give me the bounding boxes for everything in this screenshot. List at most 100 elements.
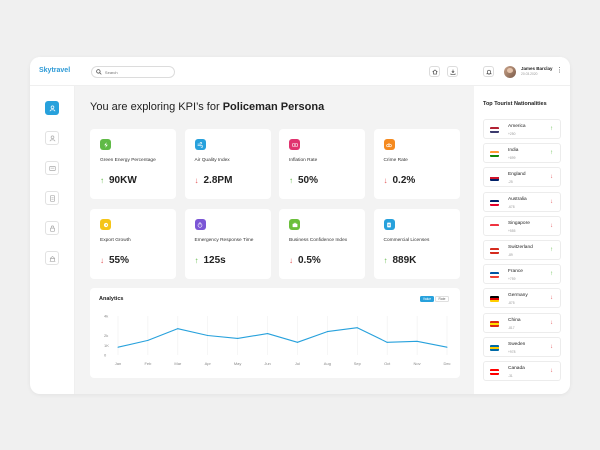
- more-options-icon[interactable]: ⋮: [556, 67, 563, 74]
- trend-down-icon: ↓: [550, 319, 553, 326]
- nationality-item[interactable]: Switzerland -89 ↑: [483, 240, 561, 260]
- kpi-value: 125s: [203, 255, 226, 266]
- kpi-value: 0.2%: [392, 175, 416, 186]
- data-point: [147, 339, 149, 341]
- x-tick-label: Mar: [174, 361, 182, 366]
- kpi-icon-wrap: [100, 219, 111, 230]
- trend-down-icon: ↓: [550, 295, 553, 302]
- user-name: James Barclay: [521, 66, 553, 71]
- nationality-item[interactable]: Sweden +978 ↓: [483, 336, 561, 357]
- page-title-prefix: You are exploring KPI’s for: [90, 101, 220, 113]
- flag-icon: [490, 248, 499, 254]
- data-point: [267, 333, 269, 335]
- nationality-item[interactable]: India +899 ↑: [483, 143, 561, 164]
- kpi-value-row: ↑ 90KW: [100, 175, 137, 186]
- sidebar-item-cards[interactable]: [45, 161, 59, 175]
- x-tick-label: Jun: [264, 361, 270, 366]
- data-point: [117, 346, 119, 348]
- nationality-item[interactable]: Canada -31 ↓: [483, 361, 561, 381]
- trend-down-icon: ↓: [194, 176, 199, 185]
- kpi-value: 50%: [298, 175, 319, 186]
- kpi-card[interactable]: Business Confidence Index ↓ 0.5%: [279, 209, 365, 279]
- flag-icon: [490, 127, 499, 133]
- avatar[interactable]: [504, 66, 516, 78]
- flag-icon: [490, 199, 499, 206]
- kpi-label: Commercial Licenses: [383, 238, 430, 243]
- sidebar-item-reports[interactable]: [45, 191, 59, 205]
- flag-icon: [490, 175, 499, 182]
- series-line: [117, 327, 448, 348]
- x-tick-label: Jul: [295, 361, 300, 366]
- data-point: [177, 328, 179, 330]
- export-icon: [103, 222, 108, 227]
- nationality-item[interactable]: Singapore +555 ↓: [483, 215, 561, 236]
- nationality-item[interactable]: America +250 ↑: [483, 119, 561, 139]
- home-button[interactable]: [429, 66, 440, 77]
- nationality-item[interactable]: England -25 ↓: [483, 167, 561, 188]
- kpi-value-row: ↓ 2.8PM: [195, 175, 233, 186]
- data-point: [416, 340, 418, 342]
- kpi-card[interactable]: Crime Rate ↓ 0.2%: [373, 129, 460, 199]
- data-point: [356, 327, 358, 329]
- kpi-label: Green Energy Percentage: [100, 158, 156, 163]
- kpi-label: Inflation Rate: [289, 158, 318, 163]
- trend-down-icon: ↓: [550, 343, 553, 350]
- trend-down-icon: ↓: [550, 198, 553, 205]
- trend-up-icon: ↑: [550, 271, 553, 278]
- kpi-card[interactable]: Emergency Response Time ↑ 125s: [184, 209, 271, 279]
- nationality-item[interactable]: Germany -875 ↓: [483, 288, 561, 309]
- sidebar: [30, 86, 75, 394]
- data-point: [326, 331, 328, 333]
- trend-up-icon: ↑: [550, 247, 553, 253]
- kpi-value: 90KW: [109, 175, 137, 186]
- kpi-label: Emergency Response Time: [194, 238, 254, 243]
- kpi-card[interactable]: Inflation Rate ↑ 50%: [279, 129, 365, 199]
- sidebar-item-security[interactable]: [45, 221, 59, 235]
- nationality-value: +899: [508, 156, 516, 161]
- nationality-item[interactable]: France +759 ↑: [483, 264, 561, 285]
- nationality-item[interactable]: Australia -678 ↓: [483, 191, 561, 212]
- x-tick-label: Nov: [414, 361, 421, 366]
- kpi-value: 0.5%: [298, 255, 321, 266]
- app-window: Skytravel James Barclay 20.03.2020 ⋮: [30, 57, 570, 394]
- download-button[interactable]: [447, 66, 458, 77]
- nationality-item[interactable]: China -817 ↓: [483, 312, 561, 333]
- kpi-label: Export Growth: [100, 238, 131, 243]
- sidebar-item-buildings[interactable]: [45, 251, 59, 265]
- kpi-icon-wrap: [194, 219, 206, 230]
- kpi-card[interactable]: Commercial Licenses ↑ 889K: [373, 209, 460, 279]
- sidebar-item-persona[interactable]: [45, 101, 59, 115]
- user-date: 20.03.2020: [521, 72, 538, 76]
- trend-down-icon: ↓: [550, 174, 553, 181]
- search-icon: [96, 69, 102, 75]
- data-point: [296, 341, 298, 343]
- trend-up-icon: ↑: [289, 176, 293, 185]
- bolt-icon: [103, 141, 108, 148]
- nationality-name: India: [508, 148, 519, 154]
- data-point: [386, 341, 388, 343]
- kpi-value-row: ↑ 50%: [289, 175, 318, 186]
- kpi-icon-wrap: [194, 139, 206, 150]
- kpi-card[interactable]: Export Growth ↓ 55%: [90, 209, 176, 279]
- analytics-card: Analytics Value Rate Jan Feb Mar Apr May Jun J…: [90, 288, 460, 378]
- nationality-name: France: [508, 269, 523, 275]
- sidebar-item-profile[interactable]: [45, 131, 59, 145]
- app-logo[interactable]: Skytravel: [39, 67, 71, 74]
- value-toggle[interactable]: Value: [420, 296, 434, 302]
- kpi-value-row: ↑ 889K: [384, 255, 417, 266]
- y-tick-label: 4k: [104, 314, 108, 319]
- nationalities-title: Top Tourist Nationalities: [483, 101, 547, 107]
- kpi-card[interactable]: Green Energy Percentage ↑ 90KW: [90, 129, 176, 199]
- search-input[interactable]: [104, 69, 174, 75]
- building-icon: [49, 255, 55, 262]
- analytics-title: Analytics: [99, 296, 124, 302]
- search-box[interactable]: [91, 66, 175, 78]
- nationality-value: +555: [508, 228, 516, 233]
- notifications-button[interactable]: [483, 66, 494, 77]
- kpi-value-row: ↓ 55%: [100, 255, 129, 266]
- nationality-name: America: [508, 124, 526, 129]
- rate-toggle[interactable]: Rate: [435, 296, 449, 302]
- kpi-card[interactable]: Air Quality Index ↓ 2.8PM: [184, 129, 271, 199]
- license-icon: [387, 222, 391, 227]
- kpi-icon-wrap: [100, 139, 111, 150]
